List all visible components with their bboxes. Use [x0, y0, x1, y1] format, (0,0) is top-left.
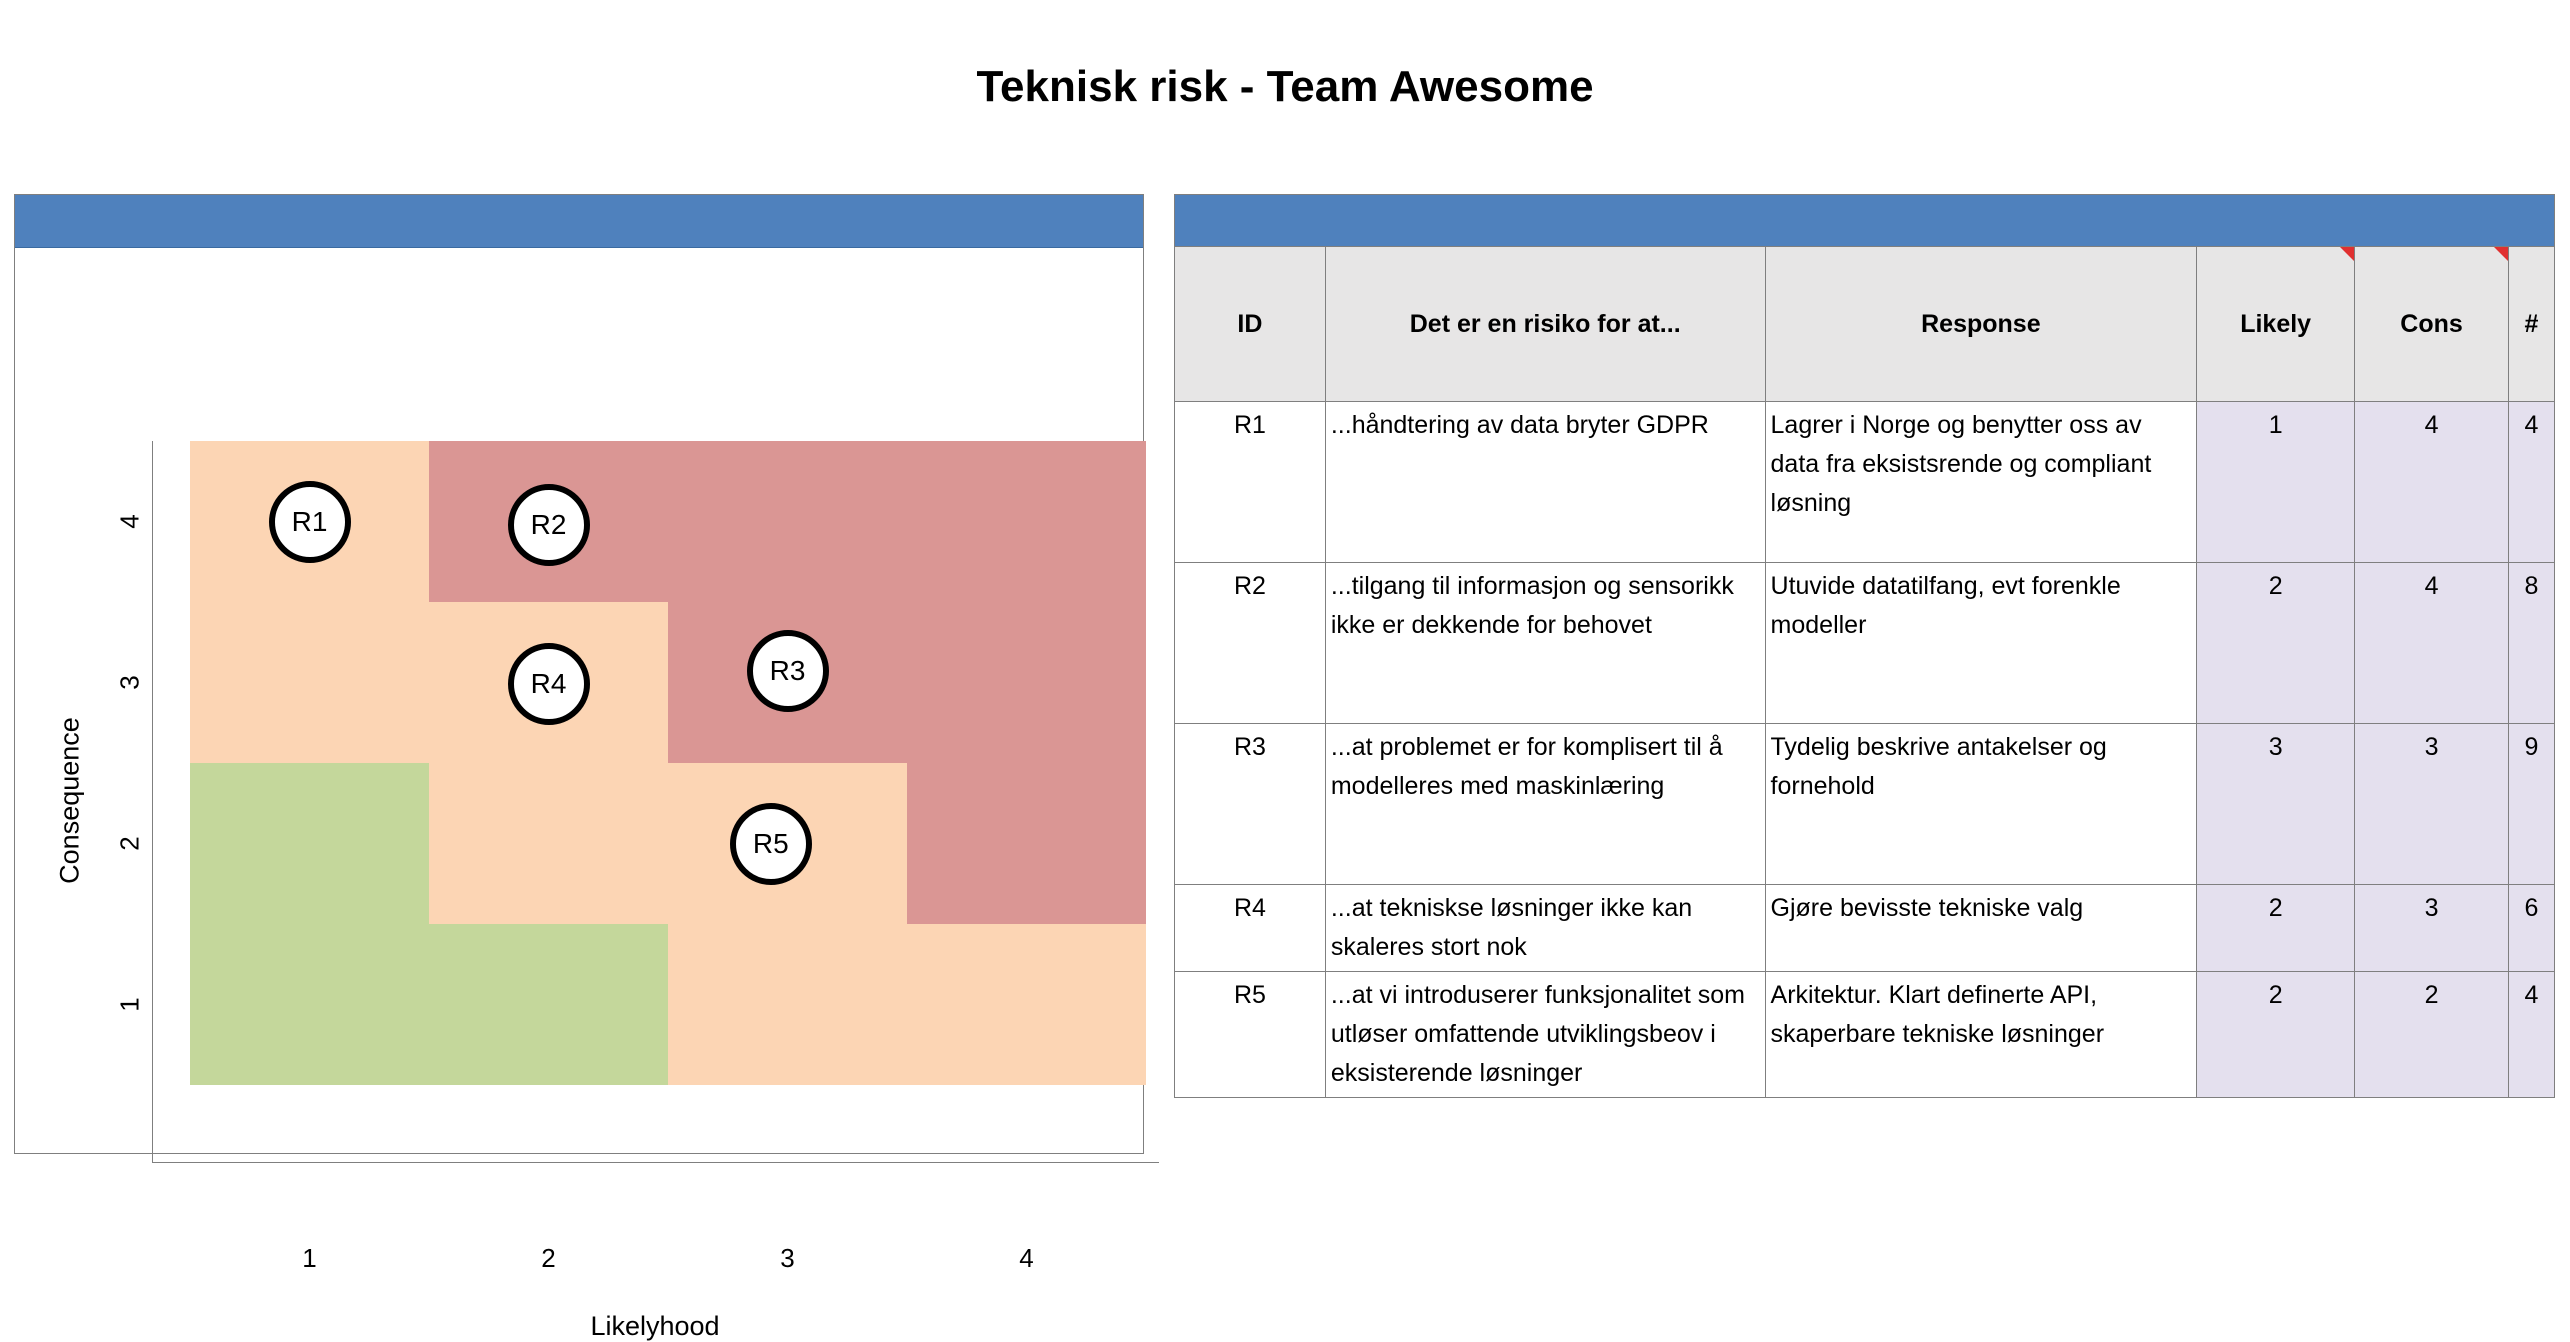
cell-response[interactable]: Lagrer i Norge og benytter oss av data f…: [1764, 401, 2198, 563]
risk-marker-r4[interactable]: R4: [507, 643, 590, 726]
cell-response[interactable]: Arkitektur. Klart definerte API, skaperb…: [1764, 971, 2198, 1098]
risk-marker-r2[interactable]: R2: [507, 483, 590, 566]
cell-score[interactable]: 4: [2507, 971, 2556, 1098]
matrix-header-bar: [15, 195, 1143, 248]
risk-marker-r3[interactable]: R3: [746, 630, 829, 713]
header-risk[interactable]: Det er en risiko for at...: [1324, 246, 1766, 402]
cell-cons[interactable]: 3: [2354, 723, 2509, 885]
y-tick-label: 4: [114, 513, 145, 529]
header-score[interactable]: #: [2507, 246, 2556, 402]
cell-cons[interactable]: 3: [2354, 884, 2509, 972]
cell-likely[interactable]: 2: [2196, 562, 2356, 724]
table-header-bar: [1174, 194, 2555, 248]
cell-score[interactable]: 9: [2507, 723, 2556, 885]
cell-risk[interactable]: ...tilgang til informasjon og sensorikk …: [1324, 562, 1766, 724]
risk-marker-r5[interactable]: R5: [729, 802, 812, 885]
table-row: R3 ...at problemet er for komplisert til …: [1174, 723, 2556, 885]
risk-table-panel: ID Det er en risiko for at... Response L…: [1174, 194, 2556, 1098]
matrix-cell-orange: [668, 924, 907, 1085]
cell-id[interactable]: R2: [1174, 562, 1326, 724]
table-row: R2 ...tilgang til informasjon og sensorik…: [1174, 562, 2556, 724]
cell-likely[interactable]: 2: [2196, 971, 2356, 1098]
cell-cons[interactable]: 2: [2354, 971, 2509, 1098]
cell-risk[interactable]: ...håndtering av data bryter GDPR: [1324, 401, 1766, 563]
header-likely-label: Likely: [2240, 309, 2312, 338]
cell-id[interactable]: R3: [1174, 723, 1326, 885]
cell-cons[interactable]: 4: [2354, 401, 2509, 563]
risk-table: ID Det er en risiko for at... Response L…: [1174, 246, 2556, 1098]
cell-response[interactable]: Gjøre bevisste tekniske valg: [1764, 884, 2198, 972]
header-cons-label: Cons: [2400, 309, 2463, 338]
cell-score[interactable]: 6: [2507, 884, 2556, 972]
comment-indicator-icon[interactable]: [2493, 247, 2508, 261]
x-tick-label: 3: [780, 1243, 795, 1273]
y-tick-label: 3: [114, 674, 145, 690]
header-id[interactable]: ID: [1174, 246, 1326, 402]
x-axis-label: Likelyhood: [590, 1311, 720, 1341]
cell-likely[interactable]: 1: [2196, 401, 2356, 563]
matrix-cell-green: [190, 924, 429, 1085]
cell-likely[interactable]: 2: [2196, 884, 2356, 972]
x-tick-label: 4: [1019, 1243, 1034, 1273]
risk-marker-r1[interactable]: R1: [268, 480, 351, 563]
x-tick-label: 2: [541, 1243, 556, 1273]
matrix-cell-green: [190, 763, 429, 924]
y-tick-label: 2: [114, 835, 145, 851]
matrix-cell-red: [907, 763, 1146, 924]
cell-id[interactable]: R5: [1174, 971, 1326, 1098]
header-cons[interactable]: Cons: [2354, 246, 2509, 402]
matrix-cell-green: [429, 924, 668, 1085]
page-title: Teknisk risk - Team Awesome: [976, 62, 1594, 111]
matrix-cell-red: [907, 441, 1146, 602]
header-response[interactable]: Response: [1764, 246, 2198, 402]
cell-response[interactable]: Tydelig beskrive antakelser og fornehold: [1764, 723, 2198, 885]
matrix-cell-orange: [190, 602, 429, 763]
matrix-cell-orange: [907, 924, 1146, 1085]
cell-response[interactable]: Utuvide datatilfang, evt forenkle modell…: [1764, 562, 2198, 724]
cell-risk[interactable]: ...at vi introduserer funksjonalitet som…: [1324, 971, 1766, 1098]
cell-risk[interactable]: ...at problemet er for komplisert til å …: [1324, 723, 1766, 885]
cell-score[interactable]: 4: [2507, 401, 2556, 563]
x-tick-label: 1: [302, 1243, 317, 1273]
matrix-cell-red: [907, 602, 1146, 763]
y-axis-label: Consequence: [54, 717, 85, 884]
cell-likely[interactable]: 3: [2196, 723, 2356, 885]
matrix-plot-area: [152, 441, 1159, 1163]
table-header-row: ID Det er en risiko for at... Response L…: [1174, 246, 2556, 402]
matrix-cell-orange: [429, 763, 668, 924]
cell-id[interactable]: R4: [1174, 884, 1326, 972]
cell-cons[interactable]: 4: [2354, 562, 2509, 724]
cell-id[interactable]: R1: [1174, 401, 1326, 563]
cell-score[interactable]: 8: [2507, 562, 2556, 724]
cell-risk[interactable]: ...at tekniskse løsninger ikke kan skale…: [1324, 884, 1766, 972]
risk-matrix-panel: Consequence Likelyhood 4 3 2 1 1 2 3 4 R1 R2 R3 R4 R…: [14, 194, 1159, 1341]
header-likely[interactable]: Likely: [2196, 246, 2356, 402]
y-tick-label: 1: [114, 996, 145, 1012]
table-row: R5 ...at vi introduserer funksjonalitet s…: [1174, 971, 2556, 1098]
matrix-cell-red: [668, 441, 907, 602]
table-row: R4 ...at tekniskse løsninger ikke kan ska…: [1174, 884, 2556, 972]
comment-indicator-icon[interactable]: [2340, 247, 2354, 261]
table-row: R1 ...håndtering av data bryter GDPR Lagre…: [1174, 401, 2556, 563]
